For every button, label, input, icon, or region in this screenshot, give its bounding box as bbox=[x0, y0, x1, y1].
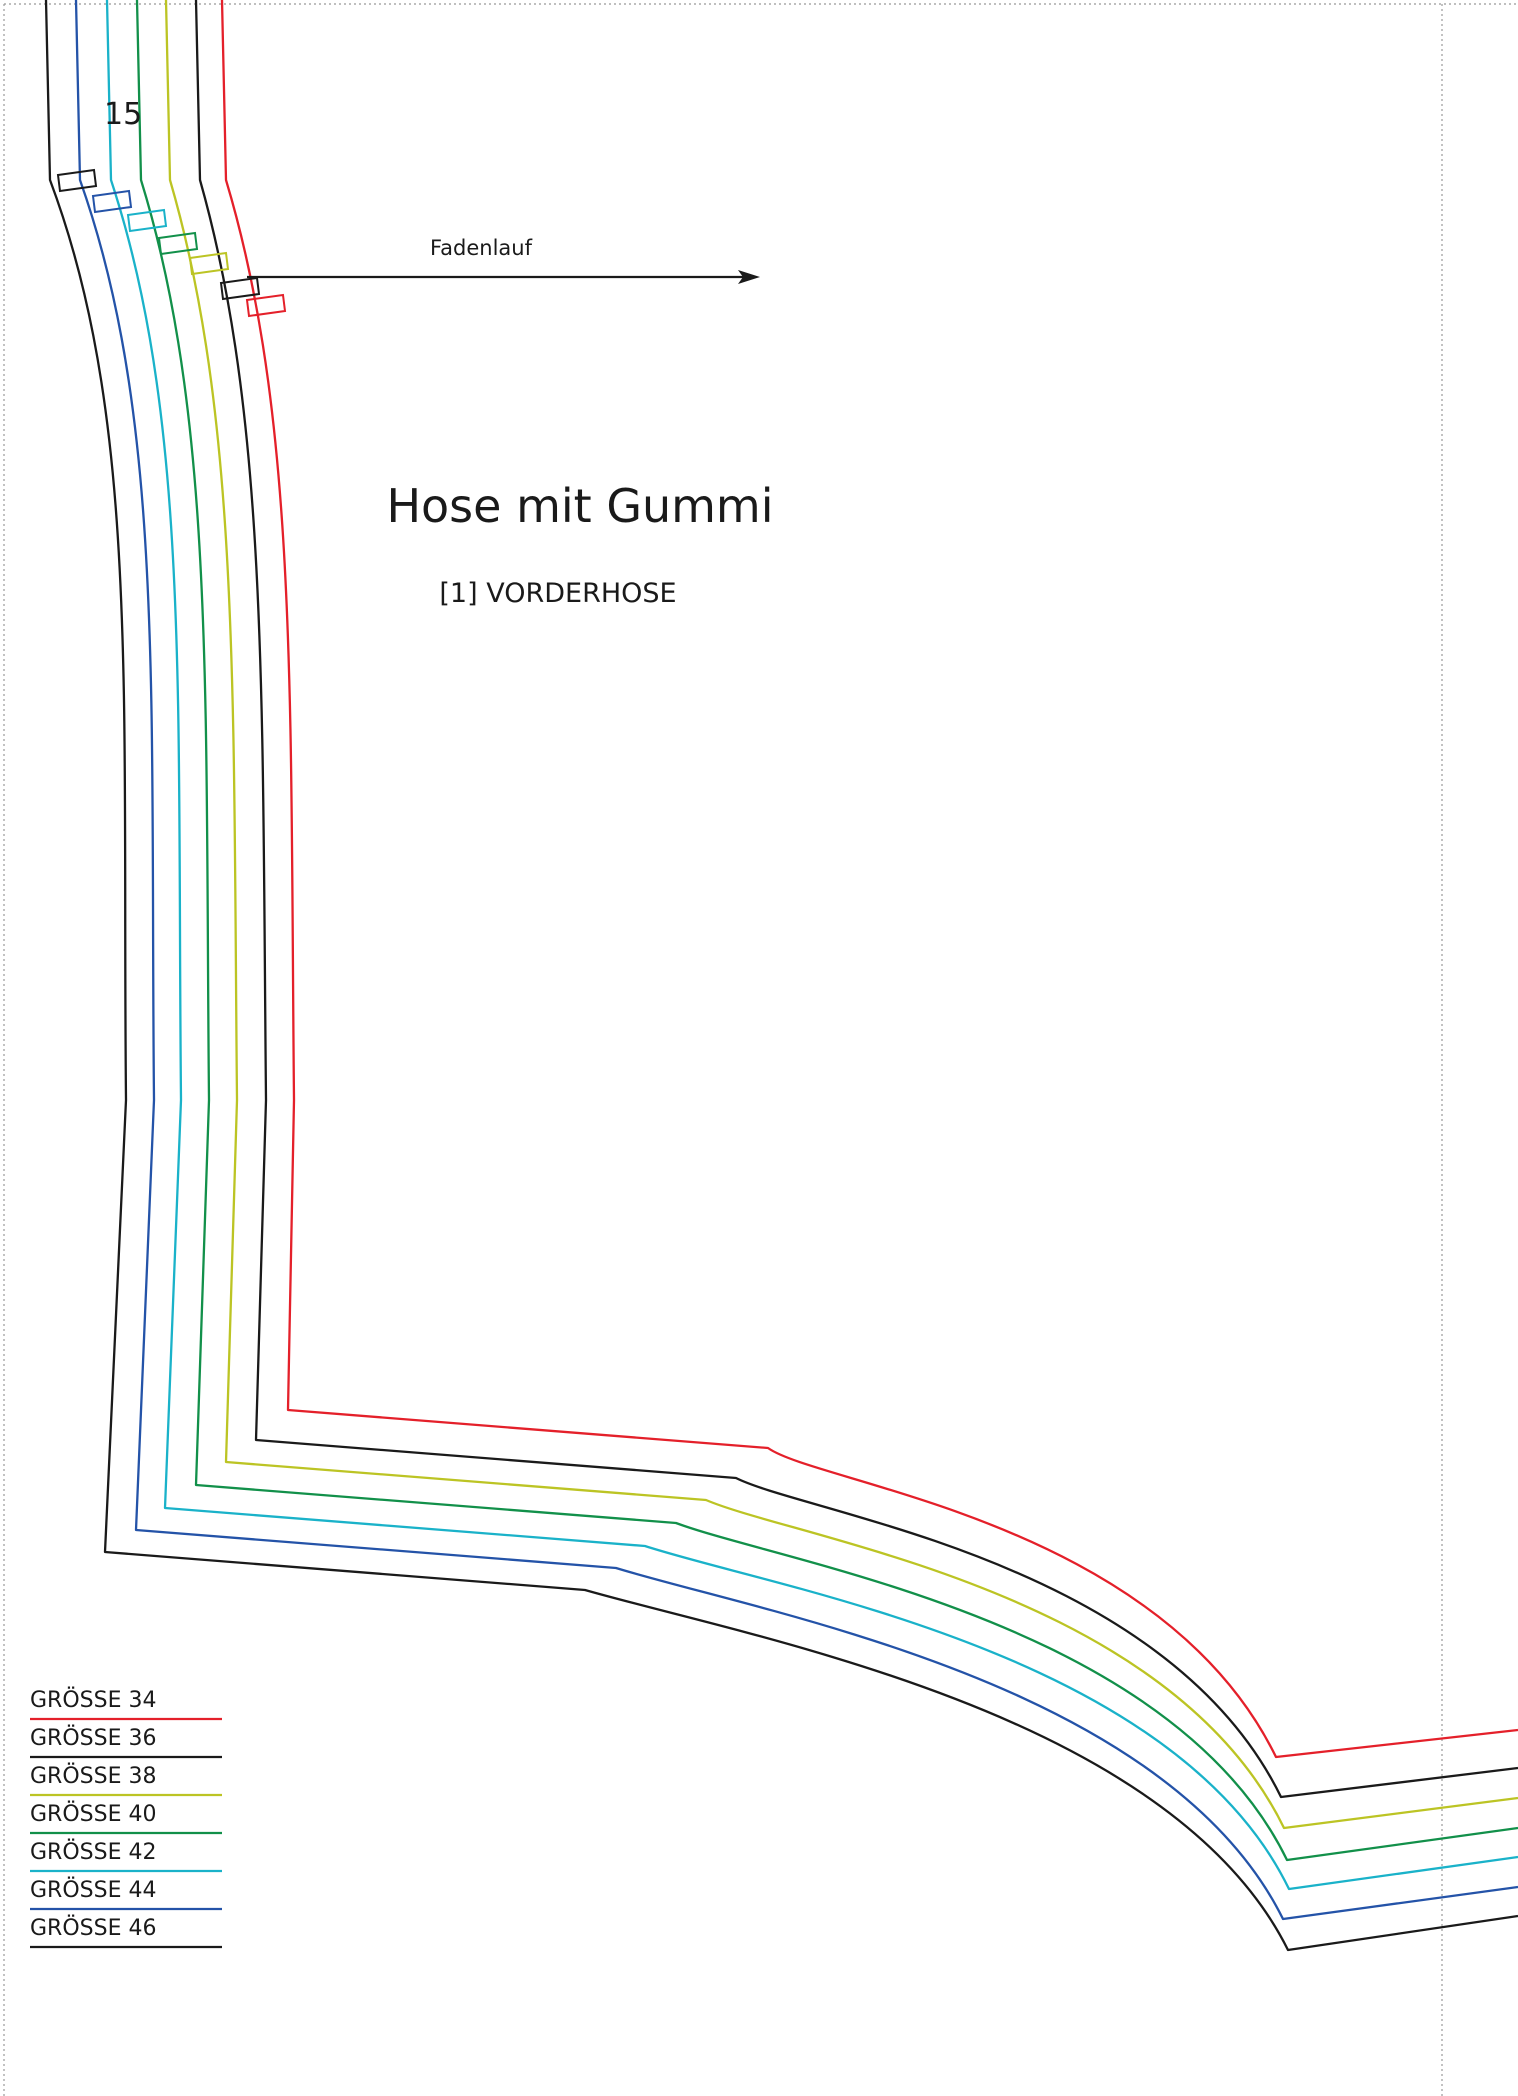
notch-mark bbox=[91, 189, 133, 214]
outline-gr-sse-42 bbox=[105, 0, 1518, 1891]
notch-mark bbox=[219, 276, 261, 301]
notch-mark bbox=[157, 231, 199, 256]
outline-gr-sse-34 bbox=[220, 0, 1518, 1759]
pattern-title: Hose mit Gummi bbox=[386, 479, 773, 533]
legend-label: GRÖSSE 38 bbox=[30, 1763, 156, 1789]
notch-mark bbox=[245, 293, 287, 318]
grain-line bbox=[247, 270, 760, 284]
grain-arrow-head-icon bbox=[738, 270, 760, 284]
outline-gr-sse-40 bbox=[135, 0, 1518, 1862]
notch-marks bbox=[56, 168, 287, 318]
page-number: 15 bbox=[104, 97, 142, 132]
outline-gr-sse-46 bbox=[44, 0, 1518, 1952]
legend-label: GRÖSSE 40 bbox=[30, 1801, 156, 1827]
size-legend: GRÖSSE 34 GRÖSSE 36 GRÖSSE 38 GRÖSSE 40 GRÖS… bbox=[30, 1687, 222, 1949]
legend-label: GRÖSSE 46 bbox=[30, 1915, 156, 1941]
pattern-outlines bbox=[44, 0, 1518, 1952]
legend-label: GRÖSSE 44 bbox=[30, 1877, 156, 1903]
legend-label: GRÖSSE 34 bbox=[30, 1687, 156, 1713]
legend-label: GRÖSSE 42 bbox=[30, 1839, 156, 1865]
outline-gr-sse-44 bbox=[74, 0, 1518, 1921]
notch-mark bbox=[56, 168, 98, 193]
outline-gr-sse-38 bbox=[164, 0, 1518, 1830]
legend-label: GRÖSSE 36 bbox=[30, 1725, 156, 1751]
notch-mark bbox=[126, 208, 168, 233]
notch-mark bbox=[188, 251, 230, 276]
piece-label: [1] VORDERHOSE bbox=[439, 578, 676, 609]
page-border bbox=[3, 3, 1518, 2096]
grain-label: Fadenlauf bbox=[430, 236, 533, 260]
outline-gr-sse-36 bbox=[194, 0, 1518, 1799]
